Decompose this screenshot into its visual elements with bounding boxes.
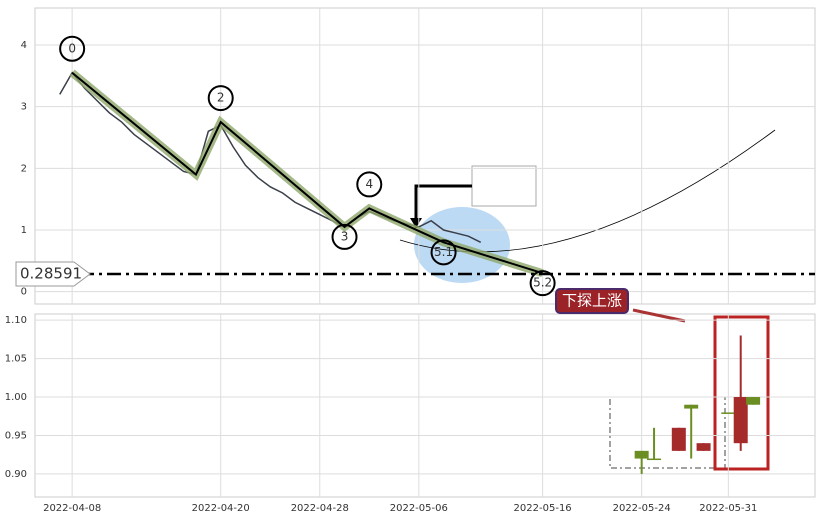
range-box — [609, 396, 726, 469]
wave-label: 2 — [217, 91, 225, 105]
x-tick-label: 2022-05-31 — [699, 503, 757, 514]
y-tick-label: 0.90 — [5, 469, 27, 480]
projection-curve — [399, 129, 776, 253]
support-label: 0.28591 — [20, 265, 82, 283]
candle-body — [634, 450, 649, 459]
wave-line — [71, 71, 543, 275]
candle-body — [671, 427, 686, 451]
x-tick-label: 2022-05-24 — [613, 503, 671, 514]
wave-marker — [59, 35, 86, 62]
wave-marker — [331, 223, 358, 250]
y-tick-label: 3 — [21, 102, 27, 113]
candle-body — [684, 404, 699, 409]
y-tick-label: 1.00 — [5, 392, 27, 403]
y-tick-label: 4 — [21, 40, 27, 51]
wave-marker — [356, 171, 383, 198]
annotation: 下探上涨 — [562, 292, 622, 310]
x-tick-label: 2022-05-16 — [514, 503, 572, 514]
annotation-box — [555, 288, 629, 314]
y-tick-label: 2 — [21, 163, 27, 174]
y-tick-label: 1.10 — [5, 315, 27, 326]
y-tick-label: 0.95 — [5, 430, 27, 441]
pointer-arrow — [414, 184, 472, 228]
candle-body — [696, 443, 711, 451]
y-tick-label: 1.05 — [5, 354, 27, 365]
price-line — [59, 71, 482, 244]
x-tick-label: 2022-04-28 — [291, 503, 349, 514]
wave-marker — [430, 239, 457, 266]
candle-body — [733, 397, 748, 444]
wave-label: 4 — [365, 177, 373, 191]
y-tick-label: 0 — [21, 287, 27, 298]
candle-body — [647, 458, 662, 461]
x-tick-label: 2022-04-20 — [192, 503, 250, 514]
wave-marker — [207, 85, 234, 112]
x-tick-label: 2022-05-06 — [390, 503, 448, 514]
candle-body — [746, 397, 761, 405]
support-tag — [15, 261, 91, 287]
focus-box — [713, 315, 770, 471]
wave-label: 3 — [341, 229, 349, 243]
annotation-arrow — [632, 308, 686, 323]
bottom-panel — [34, 313, 816, 498]
wave-label: 5.1 — [434, 245, 453, 259]
top-panel — [34, 7, 816, 305]
wave-marker — [529, 270, 556, 297]
wave-label: 5.2 — [533, 276, 552, 290]
thumbnail-frame — [471, 165, 537, 207]
y-tick-label: 1 — [21, 225, 27, 236]
x-tick-label: 2022-04-08 — [43, 503, 101, 514]
wave-label: 0 — [68, 41, 76, 55]
candle-body — [721, 412, 736, 414]
